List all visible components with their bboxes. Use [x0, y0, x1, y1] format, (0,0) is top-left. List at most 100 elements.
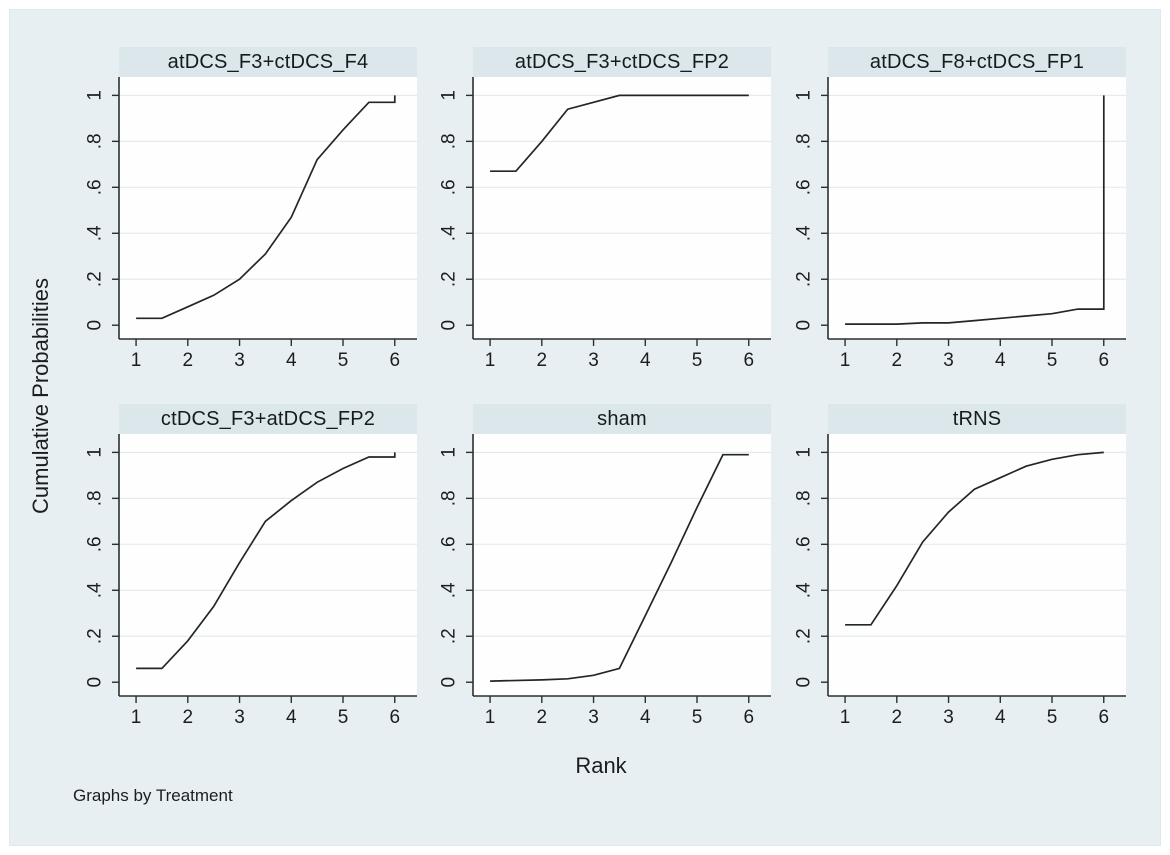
x-tick-label: 1 — [485, 350, 496, 371]
y-tick-label: .8 — [85, 490, 106, 506]
y-tick-label: .6 — [85, 536, 106, 552]
y-tick-label: .6 — [439, 179, 460, 195]
panel-plot: 0 .2 .4 .6 .8 1 1 2 3 4 5 6 — [85, 434, 417, 728]
panel-atdcs-f3-ctdcs-fp2: atDCS_F3+ctDCS_FP2 0 .2 .4 .6 .8 1 1 2 3 4 5 6 — [419, 47, 771, 376]
plot-area — [473, 434, 771, 696]
plot-area — [828, 434, 1126, 696]
panel-ctdcs-f3-atdcs-fp2: ctDCS_F3+atDCS_FP2 0 .2 .4 .6 .8 1 1 2 3 4 5 6 — [65, 404, 417, 733]
y-tick-label: 0 — [439, 677, 460, 688]
y-tick-label: .2 — [794, 628, 815, 644]
x-tick-label: 3 — [588, 350, 599, 371]
stata-graph-figure: atDCS_F3+ctDCS_F4 0 .2 .4 .6 .8 1 1 2 3 4 5 6 atDCS… — [9, 9, 1161, 846]
x-tick-label: 5 — [338, 707, 349, 728]
y-tick-label: .2 — [85, 271, 106, 287]
panel-title: tRNS — [828, 404, 1126, 434]
graphs-by-note: Graphs by Treatment — [73, 786, 233, 805]
panel-title: atDCS_F3+ctDCS_F4 — [119, 47, 417, 77]
panel-plot: 0 .2 .4 .6 .8 1 1 2 3 4 5 6 — [439, 434, 771, 728]
y-tick-label: .4 — [794, 582, 815, 598]
x-tick-label: 4 — [995, 707, 1006, 728]
y-tick-label: .4 — [439, 582, 460, 598]
x-tick-label: 2 — [537, 707, 548, 728]
panel-plot: 0 .2 .4 .6 .8 1 1 2 3 4 5 6 — [85, 77, 417, 371]
y-tick-label: 1 — [439, 90, 460, 101]
plot-area — [473, 77, 771, 339]
x-tick-label: 3 — [943, 707, 954, 728]
y-tick-label: .2 — [794, 271, 815, 287]
x-tick-label: 6 — [743, 707, 754, 728]
plot-area — [828, 77, 1126, 339]
x-tick-label: 6 — [389, 707, 400, 728]
y-tick-label: .8 — [794, 133, 815, 149]
x-tick-label: 1 — [485, 707, 496, 728]
x-tick-label: 3 — [588, 707, 599, 728]
x-tick-label: 5 — [1047, 350, 1058, 371]
cumulative-probability-curve — [136, 452, 396, 670]
x-tick-label: 5 — [692, 707, 703, 728]
x-tick-label: 4 — [286, 707, 297, 728]
y-tick-label: .4 — [439, 225, 460, 241]
y-tick-label: .4 — [85, 582, 106, 598]
x-tick-label: 6 — [389, 350, 400, 371]
y-tick-label: .4 — [794, 225, 815, 241]
y-tick-label: 0 — [85, 677, 106, 688]
panel-title: atDCS_F3+ctDCS_FP2 — [473, 47, 771, 77]
x-tick-label: 2 — [183, 707, 194, 728]
x-tick-label: 1 — [131, 707, 142, 728]
panel-atdcs-f8-ctdcs-fp1: atDCS_F8+ctDCS_FP1 0 .2 .4 .6 .8 1 1 2 3 4 5 6 — [774, 47, 1126, 376]
x-tick-label: 2 — [892, 350, 903, 371]
y-tick-label: .2 — [439, 628, 460, 644]
panel-title: atDCS_F8+ctDCS_FP1 — [828, 47, 1126, 77]
panel-plot: 0 .2 .4 .6 .8 1 1 2 3 4 5 6 — [439, 77, 771, 371]
y-tick-label: .8 — [439, 133, 460, 149]
x-tick-label: 1 — [840, 707, 851, 728]
panel-trns: tRNS 0 .2 .4 .6 .8 1 1 2 3 4 5 6 — [774, 404, 1126, 733]
y-tick-label: .2 — [85, 628, 106, 644]
x-tick-label: 2 — [537, 350, 548, 371]
x-axis-title: Rank — [575, 753, 627, 778]
y-tick-label: 0 — [439, 320, 460, 331]
x-tick-label: 3 — [234, 707, 245, 728]
cumulative-probability-curve — [490, 94, 749, 173]
y-tick-label: 0 — [794, 677, 815, 688]
x-tick-label: 4 — [640, 707, 651, 728]
x-tick-label: 4 — [995, 350, 1006, 371]
x-tick-label: 2 — [183, 350, 194, 371]
x-tick-label: 1 — [840, 350, 851, 371]
cumulative-probability-curve — [136, 95, 396, 320]
cumulative-probability-curve — [845, 451, 1104, 626]
x-tick-label: 1 — [131, 350, 142, 371]
cumulative-probability-curve — [490, 453, 749, 682]
y-tick-label: .4 — [85, 225, 106, 241]
y-tick-label: .6 — [794, 179, 815, 195]
panel-plot: 0 .2 .4 .6 .8 1 1 2 3 4 5 6 — [794, 77, 1126, 371]
y-tick-label: 1 — [794, 447, 815, 458]
x-tick-label: 6 — [1098, 350, 1109, 371]
y-tick-label: 0 — [85, 320, 106, 331]
x-tick-label: 5 — [338, 350, 349, 371]
y-tick-label: .6 — [85, 179, 106, 195]
y-tick-label: .2 — [439, 271, 460, 287]
x-tick-label: 5 — [1047, 707, 1058, 728]
x-tick-label: 3 — [943, 350, 954, 371]
y-tick-label: 1 — [85, 447, 106, 458]
x-tick-label: 5 — [692, 350, 703, 371]
x-tick-label: 3 — [234, 350, 245, 371]
y-tick-label: .8 — [85, 133, 106, 149]
y-tick-label: .8 — [794, 490, 815, 506]
panel-title: sham — [473, 404, 771, 434]
x-tick-label: 4 — [640, 350, 651, 371]
x-tick-label: 6 — [743, 350, 754, 371]
panel-sham: sham 0 .2 .4 .6 .8 1 1 2 3 4 5 6 — [419, 404, 771, 733]
x-tick-label: 6 — [1098, 707, 1109, 728]
y-tick-label: 1 — [794, 90, 815, 101]
plot-area — [119, 434, 417, 696]
cumulative-probability-curve — [845, 95, 1105, 325]
x-tick-label: 4 — [286, 350, 297, 371]
y-tick-label: .6 — [794, 536, 815, 552]
y-axis-title: Cumulative Probabilities — [28, 278, 53, 514]
y-tick-label: 0 — [794, 320, 815, 331]
y-tick-label: 1 — [85, 90, 106, 101]
x-tick-label: 2 — [892, 707, 903, 728]
y-tick-label: .6 — [439, 536, 460, 552]
